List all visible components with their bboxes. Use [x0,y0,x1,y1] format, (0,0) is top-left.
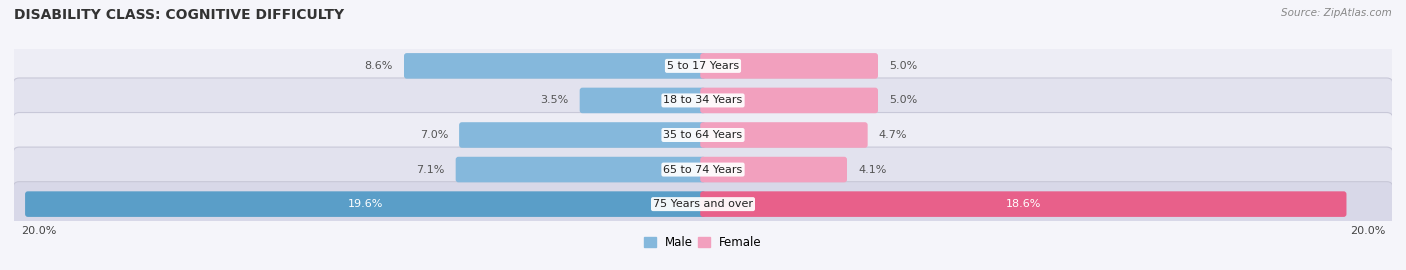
Text: 3.5%: 3.5% [540,95,568,106]
Text: 18.6%: 18.6% [1005,199,1040,209]
FancyBboxPatch shape [700,122,868,148]
Text: 4.1%: 4.1% [858,164,886,175]
FancyBboxPatch shape [13,113,1393,157]
FancyBboxPatch shape [13,182,1393,227]
Legend: Male, Female: Male, Female [640,231,766,254]
FancyBboxPatch shape [700,88,877,113]
Text: DISABILITY CLASS: COGNITIVE DIFFICULTY: DISABILITY CLASS: COGNITIVE DIFFICULTY [14,8,344,22]
Text: 20.0%: 20.0% [1350,225,1385,235]
FancyBboxPatch shape [404,53,706,79]
Text: 75 Years and over: 75 Years and over [652,199,754,209]
FancyBboxPatch shape [456,157,706,182]
Text: 35 to 64 Years: 35 to 64 Years [664,130,742,140]
Text: 5 to 17 Years: 5 to 17 Years [666,61,740,71]
Text: 18 to 34 Years: 18 to 34 Years [664,95,742,106]
FancyBboxPatch shape [579,88,706,113]
Text: 20.0%: 20.0% [21,225,56,235]
FancyBboxPatch shape [25,191,706,217]
Text: 8.6%: 8.6% [364,61,392,71]
Text: 65 to 74 Years: 65 to 74 Years [664,164,742,175]
FancyBboxPatch shape [700,53,877,79]
Text: Source: ZipAtlas.com: Source: ZipAtlas.com [1281,8,1392,18]
Text: 7.1%: 7.1% [416,164,444,175]
FancyBboxPatch shape [700,191,1347,217]
Text: 5.0%: 5.0% [889,61,917,71]
Text: 19.6%: 19.6% [347,199,382,209]
Text: 5.0%: 5.0% [889,95,917,106]
FancyBboxPatch shape [13,147,1393,192]
Text: 4.7%: 4.7% [879,130,907,140]
FancyBboxPatch shape [13,78,1393,123]
FancyBboxPatch shape [13,43,1393,88]
Text: 7.0%: 7.0% [420,130,449,140]
FancyBboxPatch shape [460,122,706,148]
FancyBboxPatch shape [700,157,846,182]
